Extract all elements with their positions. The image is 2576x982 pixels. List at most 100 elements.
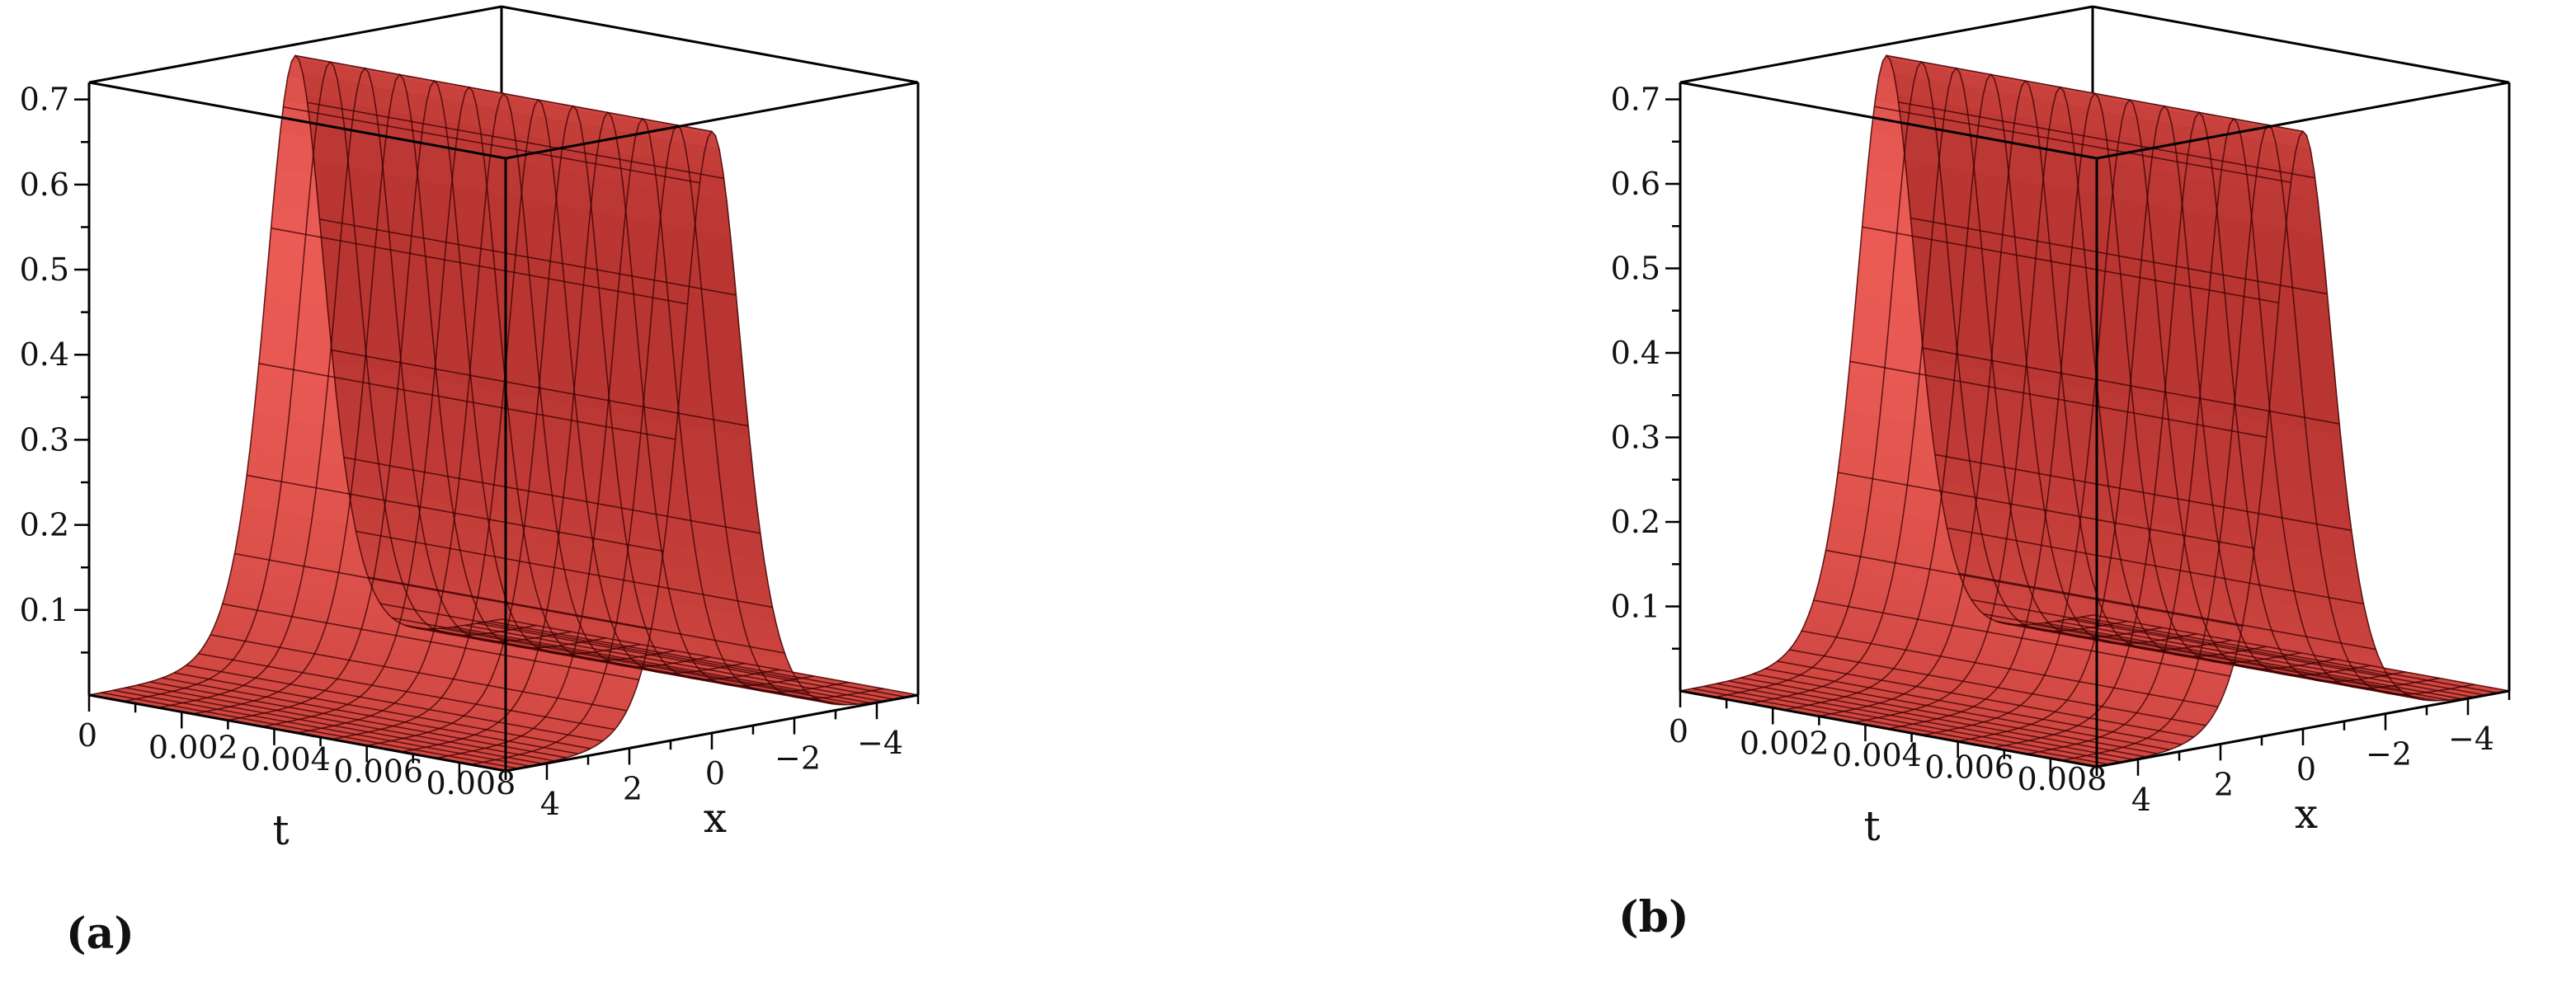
t-tick-label: 0	[1669, 713, 1688, 749]
surface-patch	[432, 341, 473, 388]
surface-patch	[529, 278, 569, 327]
z-tick-label: 0.5	[20, 251, 69, 288]
surface-patch	[324, 281, 365, 330]
surface-patch	[494, 272, 535, 322]
surface-patch	[2016, 258, 2056, 307]
x-tick-label: 0	[705, 755, 725, 792]
surface-patch	[459, 265, 500, 315]
z-tick-label: 0.5	[1611, 251, 1660, 287]
surface-patch	[253, 374, 294, 420]
surface-patch	[1912, 239, 1952, 288]
surface-patch	[2301, 389, 2342, 436]
surface-patch	[398, 335, 438, 381]
surface-patch	[393, 294, 434, 343]
panel-label: (a)	[66, 909, 134, 959]
surface-patch	[2189, 289, 2230, 339]
surface-patch	[425, 259, 465, 308]
x-tick-label: 2	[2214, 766, 2234, 802]
x-tick-labels: 4 2 0 −2 −4	[2131, 721, 2494, 818]
surface-patch	[288, 380, 328, 425]
surface-patch	[1856, 248, 1896, 299]
surface-patch	[637, 338, 677, 387]
surface-patch	[1879, 378, 1919, 423]
z-tick-label: 0.2	[1611, 504, 1660, 540]
surface-patch	[363, 328, 403, 374]
surface-patch	[2159, 324, 2199, 373]
box-edge	[88, 81, 506, 160]
surface-patch	[1981, 251, 2022, 301]
surface-patch	[2225, 296, 2264, 345]
surface-patch	[356, 247, 396, 296]
plot-panel-b: 0.1 0.2 0.3 0.4 0.5 0.6 0.7 0 0.002 0.00…	[1611, 5, 2511, 942]
surface-patch	[567, 326, 608, 374]
surface-patch	[602, 332, 643, 381]
mesh-line-t	[505, 130, 919, 772]
z-tick-label: 0.1	[1611, 589, 1660, 625]
box-edge	[2096, 81, 2510, 160]
z-tick-label: 0.4	[20, 336, 69, 373]
plot-panel-a: 0.1 0.2 0.3 0.4 0.5 0.6 0.7 0 0.002 0.00…	[20, 5, 920, 959]
surface-patch	[328, 322, 369, 369]
z-tick-labels: 0.1 0.2 0.3 0.4 0.5 0.6 0.7	[20, 82, 69, 628]
surface-patch	[1863, 167, 1903, 214]
surface-patch	[292, 341, 332, 388]
surface-patch	[598, 291, 638, 341]
surface-patch	[563, 284, 604, 334]
surface-patch	[390, 253, 431, 303]
surface-patch	[261, 293, 301, 342]
z-tick-label: 0.3	[20, 421, 69, 458]
surface-patch	[606, 373, 646, 419]
surface-patch	[2051, 264, 2091, 313]
z-tick-label: 0.7	[1611, 82, 1660, 118]
surface-patch	[1950, 286, 1990, 335]
z-tick-labels: 0.1 0.2 0.3 0.4 0.5 0.6 0.7	[1611, 82, 1660, 625]
x-tick-label: −4	[2448, 721, 2494, 757]
surface-patch	[2267, 383, 2306, 430]
surface-patch	[467, 347, 507, 393]
t-tick-labels: 0 0.002 0.004 0.006 0.008	[1669, 713, 2107, 797]
z-tick-label: 0.3	[1611, 420, 1660, 456]
surface-patch	[1859, 206, 1900, 256]
surface-patch	[2155, 283, 2195, 332]
surface-patch	[2127, 358, 2168, 404]
surface-patch	[641, 378, 680, 425]
surface-patch	[2023, 339, 2064, 385]
box-edge	[1679, 81, 2098, 160]
x-tick-labels: 4 2 0 −2 −4	[540, 725, 903, 822]
surface-patch	[2193, 331, 2234, 378]
t-tick-label: 0.008	[2017, 761, 2107, 797]
box-edge	[501, 5, 919, 84]
surface-patch	[2085, 270, 2126, 320]
surface-patch	[668, 303, 708, 353]
t-tick-label: 0.006	[1924, 749, 2014, 785]
surface-patch	[1875, 415, 1915, 457]
surface-patch	[429, 300, 469, 349]
box-edge	[505, 81, 919, 160]
surface-patch	[2263, 343, 2303, 392]
surface-patch	[1840, 409, 1881, 451]
surface-patch	[2294, 308, 2333, 358]
panel-label: (b)	[1618, 892, 1689, 942]
box-edge	[1679, 689, 2098, 768]
surface-patch	[257, 334, 297, 382]
x-tick-label: −2	[2366, 736, 2412, 773]
z-tick-label: 0.2	[20, 507, 69, 543]
surface-patch	[2228, 336, 2268, 385]
surface-patch	[265, 250, 304, 301]
surface-patch	[1989, 332, 2029, 379]
t-axis-label: t	[1863, 802, 1880, 850]
mesh-line-t	[2096, 129, 2510, 768]
surface-patch	[1947, 245, 1987, 294]
surface-patch	[1852, 291, 1892, 341]
surface-patch	[676, 385, 715, 431]
surface-patch	[533, 319, 573, 368]
surface-patch	[1954, 327, 1994, 373]
surface-patch	[272, 167, 312, 215]
surface-patch	[2055, 305, 2094, 354]
x-axis-label: x	[2295, 790, 2318, 838]
t-tick-label: 0.008	[426, 765, 516, 801]
z-tick-label: 0.1	[20, 592, 69, 628]
surface-patch	[1985, 293, 2025, 341]
surface-patch	[2232, 377, 2272, 423]
